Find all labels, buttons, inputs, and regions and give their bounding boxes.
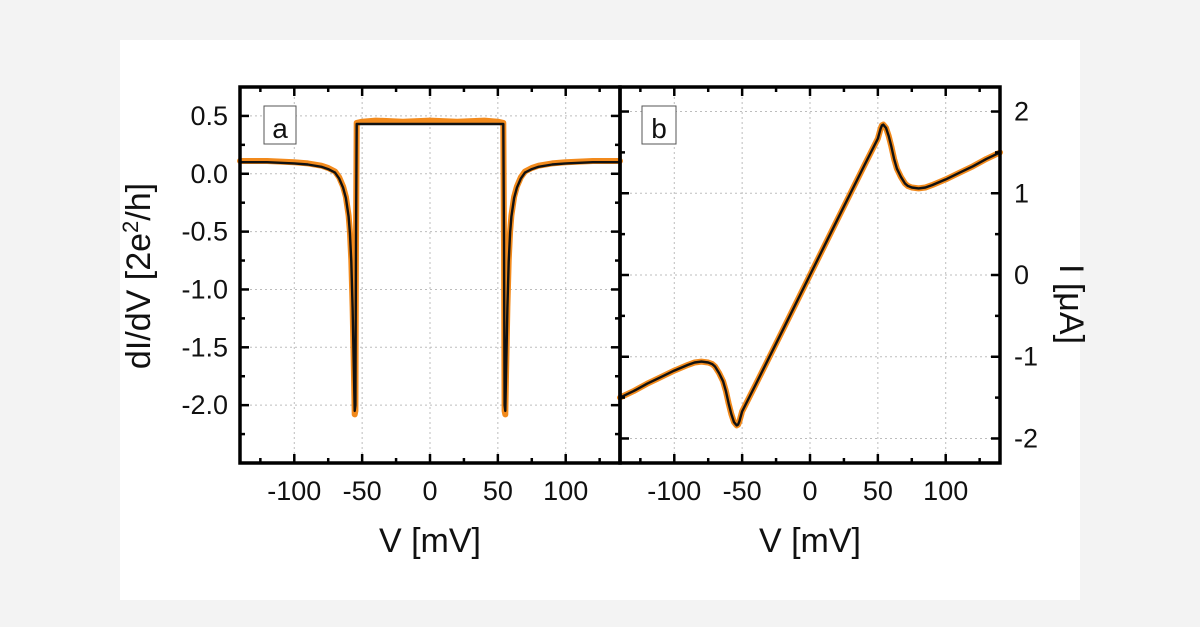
panel-a-fit-curve — [238, 122, 622, 413]
panel-b: -100 -50 0 50 100 2 1 0 -1 -2 b V [mV] I [μA] — [617, 87, 1090, 560]
panel-a-x-tick-label: 50 — [483, 476, 513, 506]
panel-b-y-axis-label: I [μA] — [1052, 264, 1090, 344]
panel-a-ticks: -100 -50 0 50 100 0.5 0.0 -0.5 -1.0 -1.5 -2.0 — [181, 85, 620, 506]
panel-a-y-tick-label: 0.5 — [190, 101, 228, 131]
panel-b-y-tick-label: -1 — [1014, 342, 1038, 372]
panel-a-y-tick-label: -0.5 — [181, 217, 228, 247]
panel-a-x-axis-label: V [mV] — [379, 522, 481, 560]
panel-b-x-tick-label: 0 — [802, 476, 817, 506]
panel-a-y-axis-label: dI/dV [2e2/h] — [118, 183, 158, 369]
panel-a-label-box — [263, 105, 297, 145]
panel-a: -100 -50 0 50 100 0.5 0.0 -0.5 -1.0 -1.5 -2.0 a V … — [118, 85, 623, 560]
panel-b-x-tick-label: -100 — [647, 476, 701, 506]
panel-b-ticks: -100 -50 0 50 100 2 1 0 -1 -2 — [620, 87, 1038, 506]
panel-a-y-tick-label: 0.0 — [190, 159, 228, 189]
panel-a-grid — [240, 87, 620, 463]
panel-b-frame — [618, 85, 1002, 465]
panel-a-x-tick-label: 0 — [422, 476, 437, 506]
panel-b-y-tick-label: 1 — [1014, 178, 1029, 208]
panel-a-y-tick-label: -1.5 — [181, 332, 228, 362]
panel-a-x-tick-label: 100 — [543, 476, 588, 506]
panel-b-series — [617, 121, 1003, 429]
panel-b-fit-curve — [618, 123, 1002, 427]
panel-a-series — [237, 117, 623, 418]
panel-a-x-tick-label: -50 — [343, 476, 382, 506]
panel-a-y-axis-label-sup: 2 — [118, 221, 143, 233]
panel-b-y-tick-label: -2 — [1014, 423, 1038, 453]
panel-b-label: b — [651, 113, 667, 144]
panel-b-label-box — [641, 105, 677, 145]
panel-a-y-tick-label: -2.0 — [181, 390, 228, 420]
panel-a-y-tick-label: -1.0 — [181, 274, 228, 304]
panel-b-y-tick-label: 2 — [1014, 97, 1029, 127]
panel-a-y-axis-label-main: dI/dV [2e — [120, 233, 158, 369]
panel-a-x-tick-label: -100 — [267, 476, 321, 506]
panel-b-x-axis-label: V [mV] — [759, 522, 861, 560]
panel-a-y-axis-label-tail: /h] — [120, 183, 158, 221]
panel-b-x-tick-label: -50 — [723, 476, 762, 506]
panel-b-x-tick-label: 100 — [923, 476, 968, 506]
panel-a-label: a — [272, 113, 288, 144]
panel-b-x-tick-label: 50 — [863, 476, 893, 506]
panel-b-y-tick-label: 0 — [1014, 260, 1029, 290]
